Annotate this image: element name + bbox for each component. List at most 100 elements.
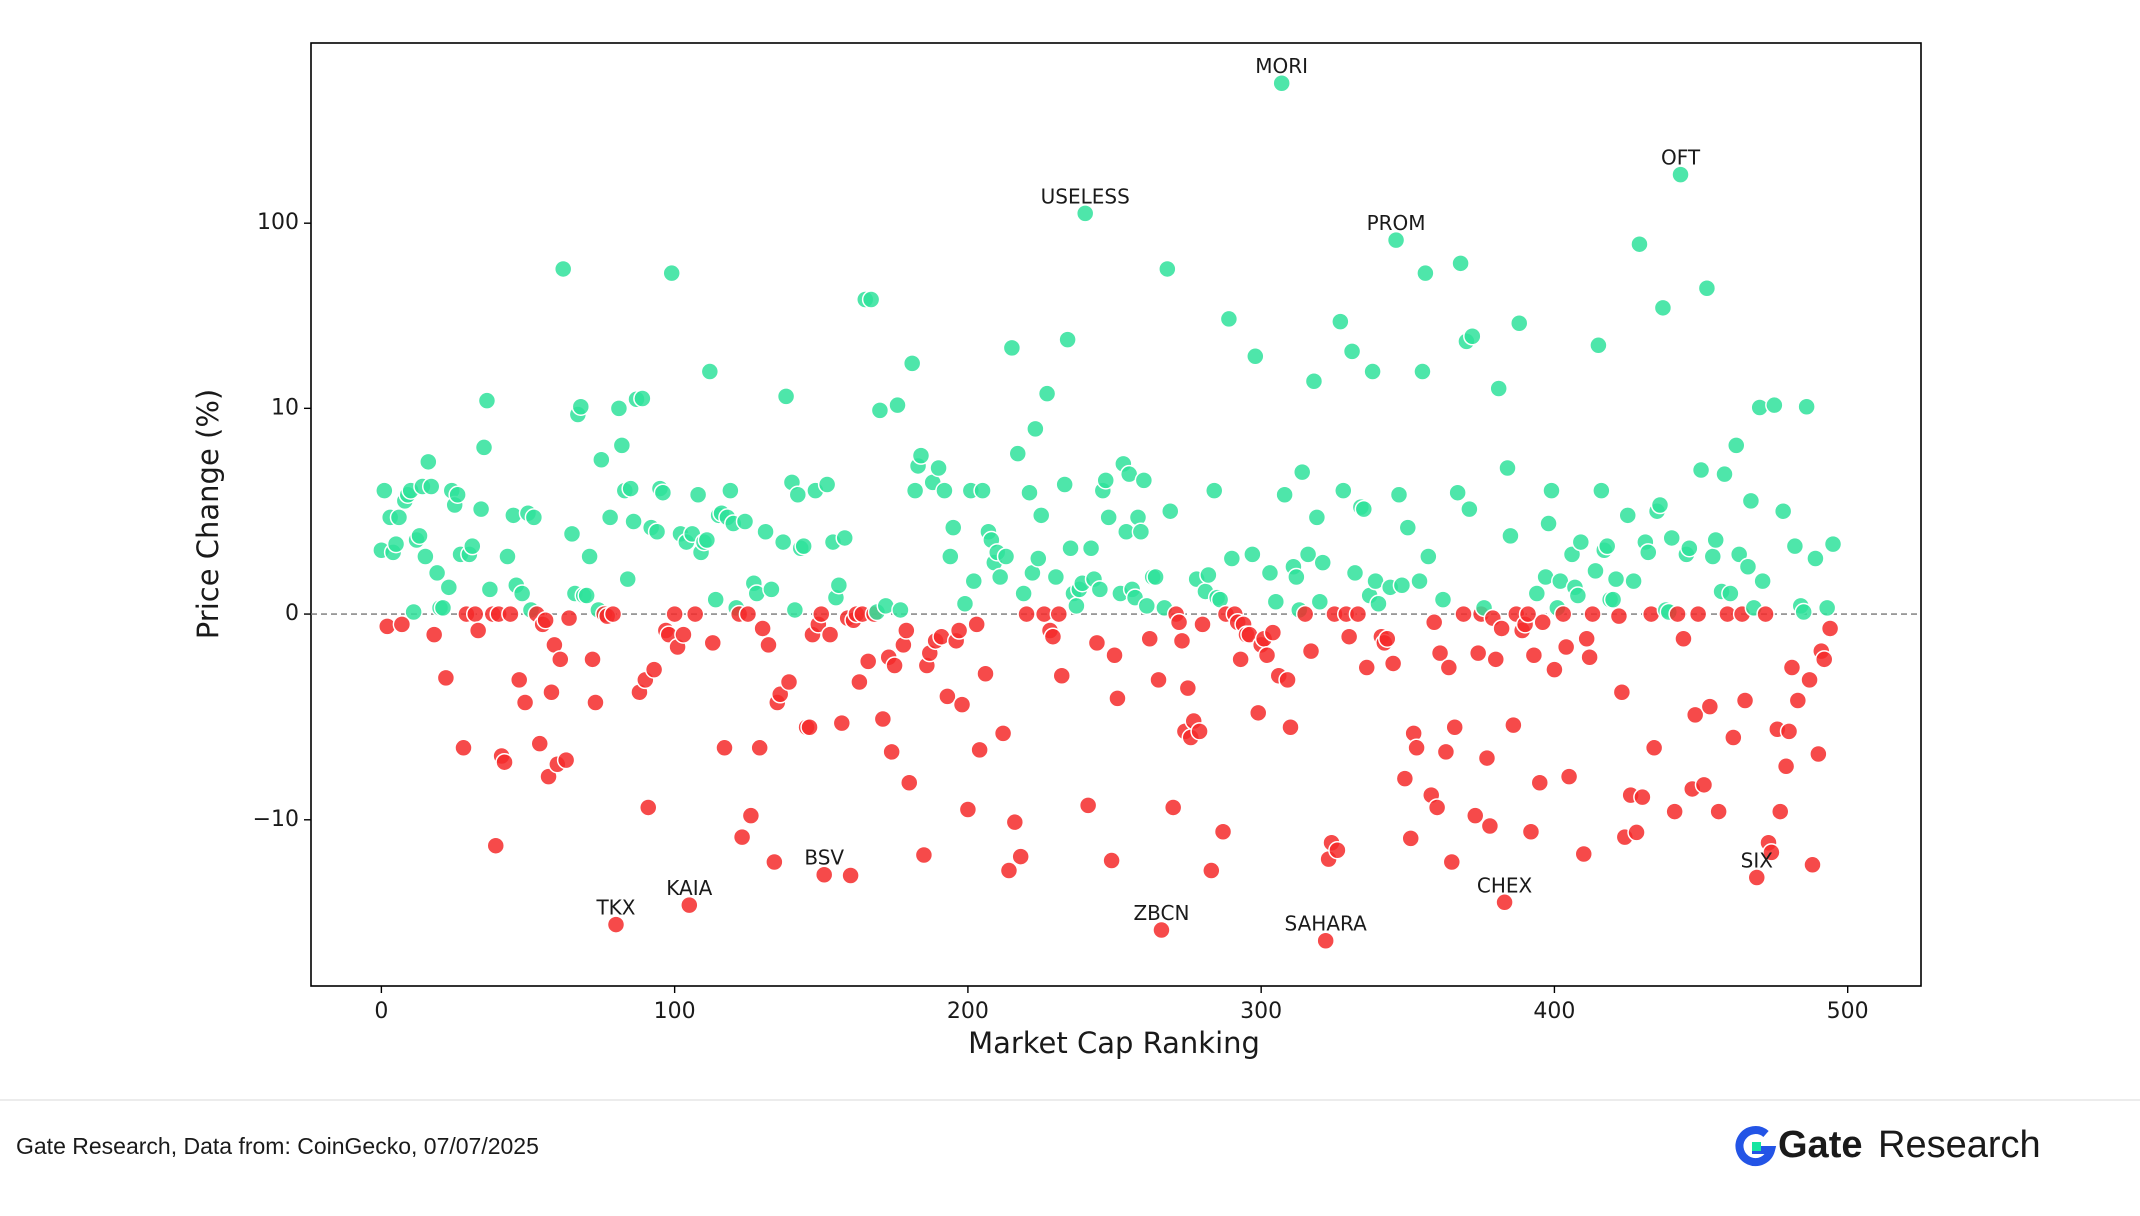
point	[465, 604, 485, 624]
point	[735, 512, 755, 531]
point	[1770, 802, 1790, 821]
point	[1199, 565, 1218, 585]
point	[480, 580, 500, 599]
point	[759, 635, 778, 655]
point	[1671, 165, 1690, 184]
point	[685, 604, 705, 624]
point	[1102, 851, 1121, 870]
point	[873, 709, 893, 729]
point	[436, 668, 456, 688]
x-tick-label: 200	[947, 999, 989, 1024]
point	[1571, 532, 1591, 552]
point	[1193, 615, 1212, 634]
point	[1477, 748, 1497, 768]
point	[448, 485, 467, 504]
point	[715, 738, 734, 758]
y-axis-label: Price Change (%)	[191, 389, 225, 639]
point	[424, 625, 444, 644]
point	[1533, 613, 1552, 632]
point	[773, 532, 793, 552]
point	[1017, 604, 1036, 624]
point	[410, 526, 429, 546]
point	[662, 263, 681, 283]
point	[756, 522, 775, 542]
point	[1419, 547, 1438, 566]
point	[970, 740, 989, 760]
point	[1448, 483, 1467, 502]
point	[1345, 563, 1365, 583]
point	[647, 522, 667, 542]
point	[1562, 545, 1582, 564]
point	[1653, 298, 1673, 318]
point	[638, 798, 658, 817]
point	[1002, 338, 1022, 358]
point	[477, 391, 497, 410]
point	[1049, 604, 1069, 624]
point	[779, 672, 799, 692]
point	[973, 481, 992, 500]
point	[952, 695, 972, 714]
point	[1609, 606, 1629, 626]
point	[905, 481, 925, 500]
point	[1334, 481, 1353, 500]
point	[501, 604, 520, 624]
point	[1518, 604, 1538, 624]
point	[1492, 619, 1511, 638]
point	[1158, 259, 1177, 279]
point	[1627, 823, 1646, 842]
point	[741, 806, 761, 825]
point	[1275, 485, 1294, 504]
point	[703, 633, 723, 653]
point	[592, 450, 611, 470]
point	[794, 536, 813, 556]
point	[571, 397, 591, 416]
point	[1078, 796, 1098, 815]
point	[1304, 372, 1324, 391]
point	[1445, 717, 1464, 737]
point	[427, 563, 447, 583]
point	[621, 479, 640, 498]
point	[1342, 342, 1362, 361]
point	[386, 534, 406, 554]
point	[1031, 506, 1051, 525]
point	[1413, 362, 1432, 381]
point	[586, 693, 605, 712]
point	[1058, 330, 1077, 349]
point	[1287, 567, 1306, 587]
point	[600, 508, 620, 527]
point	[539, 767, 558, 786]
point	[841, 866, 860, 885]
point	[1131, 522, 1151, 542]
point	[1219, 309, 1239, 329]
point	[1328, 840, 1347, 860]
point	[1509, 314, 1529, 333]
point	[814, 865, 834, 884]
point	[1785, 536, 1805, 556]
point	[1530, 773, 1550, 793]
point	[1222, 549, 1242, 568]
point	[1310, 592, 1330, 611]
point	[858, 652, 878, 671]
point	[812, 604, 831, 624]
point	[1401, 829, 1420, 848]
point	[389, 508, 409, 527]
point	[706, 590, 725, 609]
point	[439, 578, 459, 597]
point	[914, 845, 934, 865]
point	[1688, 604, 1708, 624]
point	[1430, 643, 1450, 663]
point	[1721, 584, 1740, 603]
point	[1559, 767, 1579, 786]
point	[1202, 861, 1221, 880]
point	[562, 524, 582, 544]
point	[577, 586, 596, 605]
point	[580, 547, 599, 566]
point	[697, 530, 717, 550]
point	[1580, 648, 1599, 667]
point	[1099, 508, 1118, 527]
point	[885, 656, 904, 675]
point	[1026, 419, 1045, 439]
point	[897, 621, 916, 640]
point	[765, 852, 784, 872]
point	[1061, 538, 1080, 558]
